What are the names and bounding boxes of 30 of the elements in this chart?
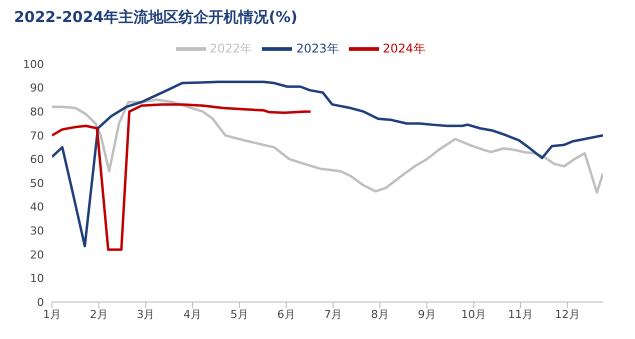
x-tick-label: 5月 <box>230 308 248 321</box>
legend-label: 2023年 <box>296 41 339 56</box>
x-tick-label: 1月 <box>43 308 61 321</box>
legend-label: 2022年 <box>210 41 252 56</box>
x-tick-label: 12月 <box>554 308 580 321</box>
x-tick-label: 10月 <box>461 308 486 321</box>
y-tick-label: 30 <box>30 224 44 238</box>
y-tick-label: 70 <box>30 129 44 142</box>
y-tick-label: 80 <box>30 106 44 119</box>
x-tick-label: 4月 <box>184 308 202 321</box>
legend-label: 2024年 <box>382 41 426 56</box>
y-tick-label: 90 <box>30 82 44 95</box>
y-tick-label: 0 <box>37 296 44 309</box>
x-tick-label: 9月 <box>418 308 436 321</box>
chart-title: 2022-2024年主流地区纺企开机情况(%) <box>14 8 298 28</box>
y-tick-label: 50 <box>30 176 44 190</box>
line-series <box>52 98 603 194</box>
x-tick-label: 6月 <box>277 308 296 321</box>
y-tick-label: 10 <box>30 272 44 286</box>
x-tick-label: 8月 <box>370 308 389 321</box>
y-tick-label: 60 <box>30 153 44 166</box>
x-tick-label: 2月 <box>90 308 108 321</box>
y-tick-label: 20 <box>30 248 44 262</box>
x-tick-label: 3月 <box>136 308 155 321</box>
y-tick-label: 40 <box>30 200 44 214</box>
line-series <box>52 80 603 248</box>
x-tick-label: 7月 <box>324 308 342 321</box>
y-tick-label: 100 <box>23 58 44 71</box>
line-series <box>52 103 312 251</box>
x-tick-label: 11月 <box>508 308 534 321</box>
